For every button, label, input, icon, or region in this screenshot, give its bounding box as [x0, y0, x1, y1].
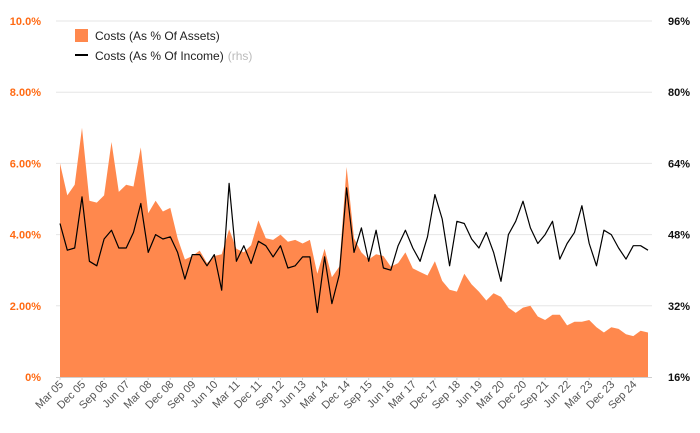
left-axis-tick-label: 8.00%	[10, 87, 41, 99]
right-axis-tick-label: 16%	[668, 372, 690, 384]
left-axis-tick-label: 2.00%	[10, 301, 41, 313]
left-axis-tick-label: 10.0%	[10, 16, 41, 28]
left-axis-tick-label: 0%	[25, 372, 41, 384]
legend-swatch-area	[75, 29, 88, 42]
right-axis-tick-label: 32%	[668, 301, 690, 313]
left-axis-tick-label: 4.00%	[10, 230, 41, 242]
right-axis-tick-label: 64%	[668, 158, 690, 170]
line-series-costs-income	[59, 182, 649, 314]
right-axis-tick-label: 48%	[668, 230, 690, 242]
legend-label-income: Costs (As % Of Income) (rhs)	[95, 49, 252, 63]
right-axis-tick-label: 96%	[668, 16, 690, 28]
legend-label-income-suffix: (rhs)	[228, 49, 253, 63]
legend-label-assets: Costs (As % Of Assets)	[95, 29, 220, 43]
right-axis-tick-label: 80%	[668, 87, 690, 99]
left-axis-tick-label: 6.00%	[10, 158, 41, 170]
legend: Costs (As % Of Assets) Costs (As % Of In…	[75, 29, 252, 63]
line-series-layer	[59, 182, 649, 314]
legend-label-assets-text: Costs (As % Of Assets)	[95, 29, 220, 43]
legend-label-income-text: Costs (As % Of Income)	[95, 49, 224, 63]
